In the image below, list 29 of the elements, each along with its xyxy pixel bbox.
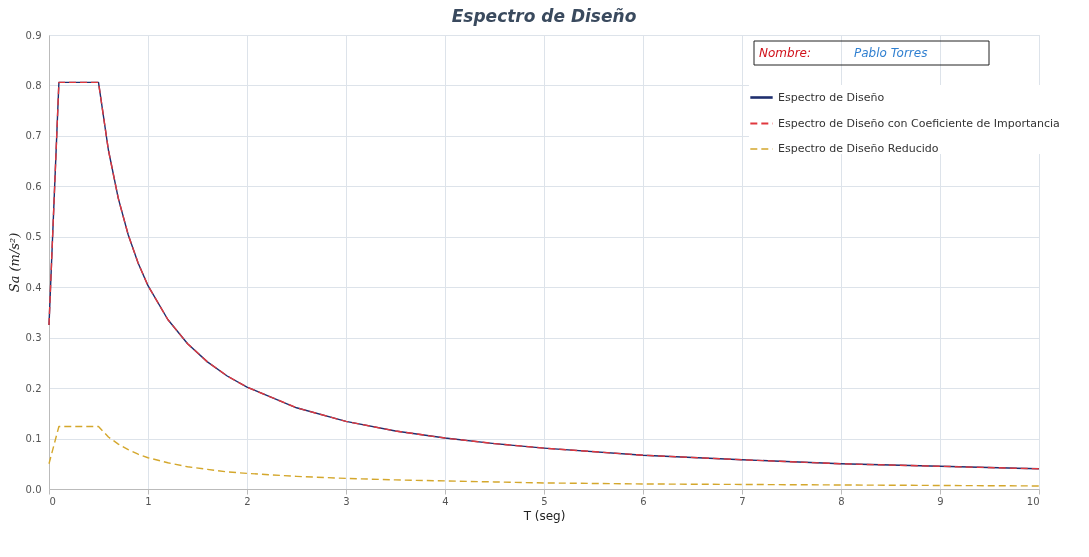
annotation: Nombre: [759,46,811,60]
x-tick-label: 0 [49,495,56,507]
x-axis-title: T (seg) [522,508,566,523]
x-tick-label: 10 [1026,495,1040,507]
chart-title: Espectro de Diseño [451,6,637,26]
y-tick-label: 0.4 [25,281,42,293]
y-tick-label: 0.3 [25,332,42,344]
annotation: Pablo Torres [854,46,928,60]
legend-label: Espectro de Diseño Reducido [778,142,939,155]
x-tick-label: 6 [640,495,647,507]
x-tick-label: 9 [937,495,944,507]
y-tick-label: 0.7 [25,130,42,142]
x-tick-label: 1 [145,495,152,507]
y-tick-label: 0.2 [25,382,42,394]
x-tick-label: 3 [343,495,350,507]
legend-label: Espectro de Diseño con Coeficiente de Importancia [778,116,1060,130]
y-axis-title: Sa (m/s²) [6,232,22,293]
y-tick-label: 0.0 [25,483,42,495]
x-tick-label: 2 [244,495,251,507]
y-tick-label: 0.5 [25,231,42,243]
x-tick-label: 7 [739,495,746,507]
legend-label: Espectro de Diseño [778,90,885,104]
y-tick-label: 0.1 [25,433,42,445]
y-tick-label: 0.9 [25,29,42,41]
x-tick-label: 8 [838,495,845,507]
y-tick-label: 0.6 [25,180,42,192]
x-tick-label: 4 [442,495,449,507]
y-tick-label: 0.8 [25,79,42,91]
x-tick-label: 5 [541,495,548,507]
